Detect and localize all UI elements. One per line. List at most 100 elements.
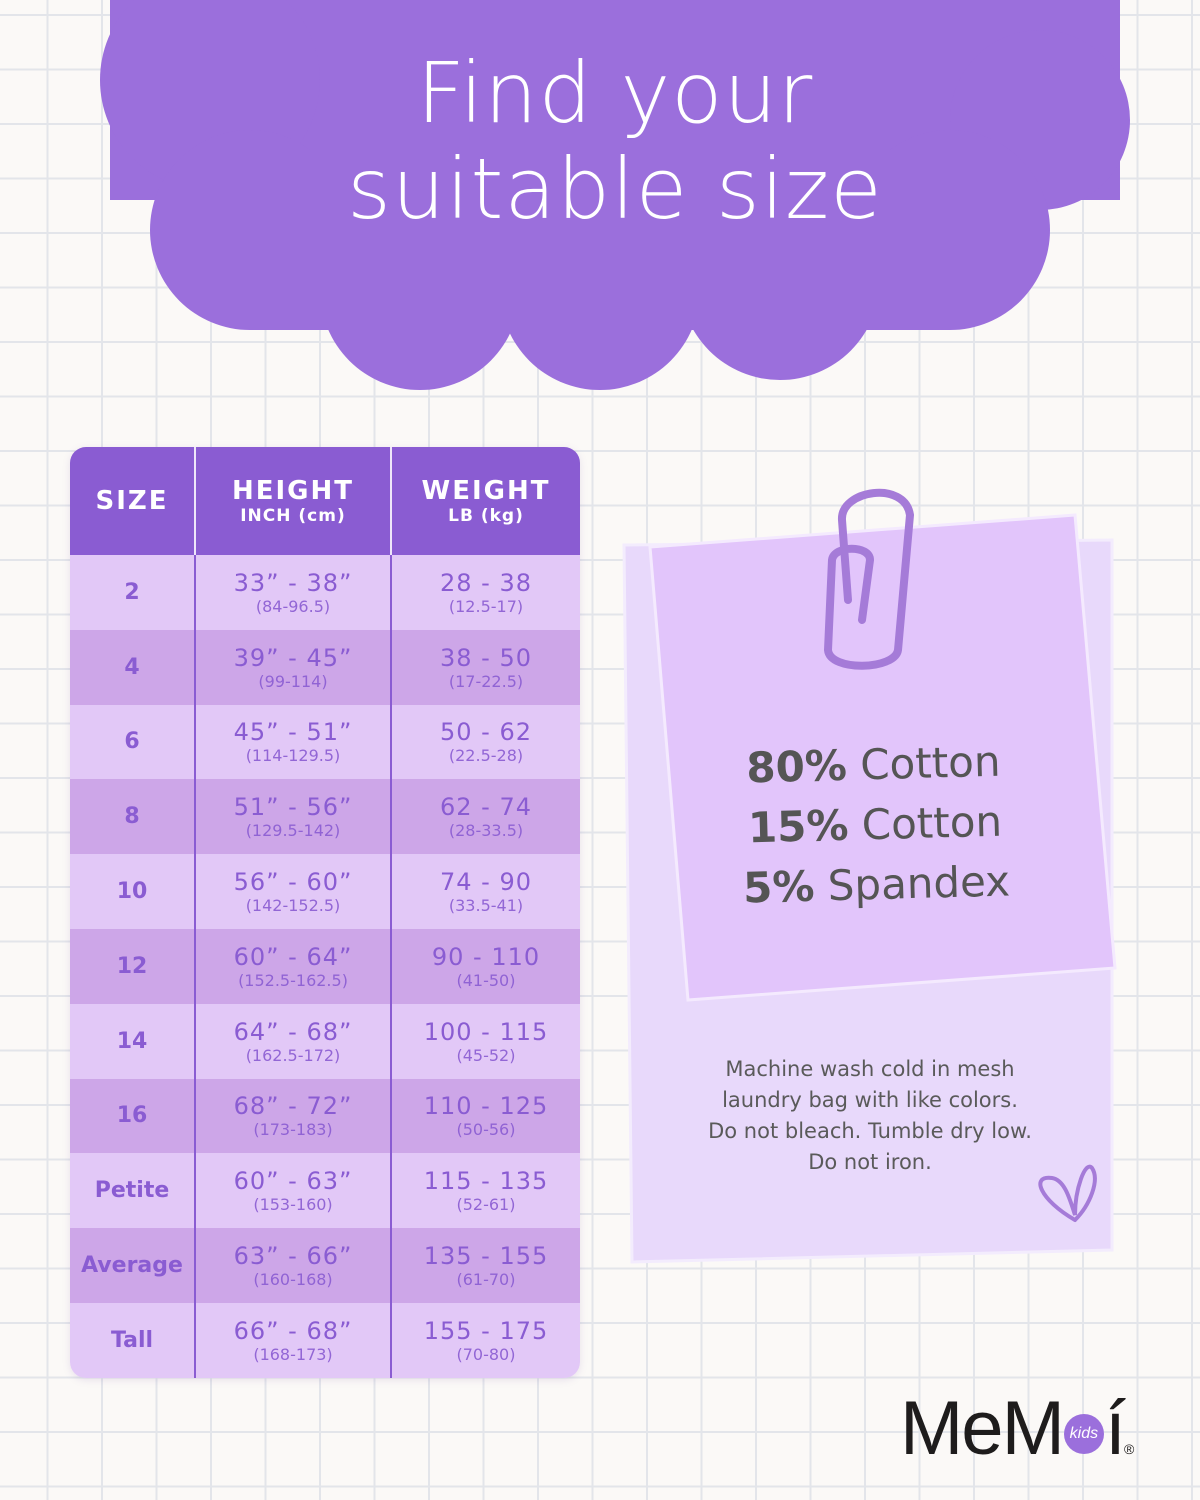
height-cm: (168-173) — [253, 1344, 333, 1364]
size-value: 2 — [124, 579, 140, 605]
header-size: SIZE — [70, 447, 196, 555]
table-row: 4 39” - 45” (99-114) 38 - 50 (17-22.5) — [70, 629, 580, 705]
weight-lb: 38 - 50 — [440, 643, 532, 672]
table-row: Petite 60” - 63” (153-160) 115 - 135 (52-6… — [70, 1153, 580, 1229]
size-value: 12 — [116, 953, 148, 979]
height-cm: (160-168) — [253, 1270, 333, 1290]
height-cell: 68” - 72” (173-183) — [196, 1078, 392, 1154]
height-inches: 51” - 56” — [233, 793, 353, 822]
weight-cell: 155 - 175 (70-80) — [392, 1303, 580, 1378]
heart-icon — [1038, 1164, 1097, 1222]
height-cm: (162.5-172) — [245, 1045, 341, 1065]
weight-lb: 50 - 62 — [440, 718, 532, 747]
weight-kg: (41-50) — [456, 970, 516, 990]
fabric-item: 5% Spandex — [681, 850, 1072, 920]
weight-lb: 74 - 90 — [440, 868, 532, 897]
fabric-note-card — [622, 488, 1117, 1264]
weight-kg: (33.5-41) — [448, 896, 524, 916]
height-inches: 66” - 68” — [233, 1316, 353, 1345]
header-unit: INCH (cm) — [240, 506, 346, 526]
weight-cell: 90 - 110 (41-50) — [392, 929, 580, 1004]
weight-kg: (70-80) — [456, 1344, 516, 1364]
height-cm: (129.5-142) — [245, 821, 341, 841]
height-inches: 60” - 63” — [233, 1167, 353, 1196]
logo-kids-badge: kids — [1063, 1413, 1104, 1454]
height-inches: 64” - 68” — [233, 1017, 353, 1046]
weight-cell: 115 - 135 (52-61) — [392, 1153, 580, 1228]
height-inches: 33” - 38” — [233, 568, 353, 597]
weight-cell: 135 - 155 (61-70) — [392, 1228, 580, 1303]
cloud-banner — [100, 0, 1130, 390]
size-value: 10 — [116, 879, 148, 905]
weight-cell: 74 - 90 (33.5-41) — [392, 854, 580, 929]
header-height: HEIGHT INCH (cm) — [196, 447, 392, 555]
height-cm: (114-129.5) — [245, 746, 341, 766]
table-row: 2 33” - 38” (84-96.5) 28 - 38 (12.5-17) — [70, 555, 580, 630]
fabric-percent: 5% — [742, 861, 816, 913]
weight-kg: (12.5-17) — [448, 596, 524, 616]
height-cell: 33” - 38” (84-96.5) — [196, 555, 392, 630]
size-value: Average — [81, 1253, 183, 1279]
table-row: 10 56” - 60” (142-152.5) 74 - 90 (33.5-41) — [70, 854, 580, 929]
logo-text: MeM — [900, 1386, 1065, 1471]
weight-kg: (61-70) — [456, 1270, 516, 1290]
height-inches: 56” - 60” — [233, 868, 353, 897]
table-row: 14 64” - 68” (162.5-172) 100 - 115 (45-52) — [70, 1003, 580, 1079]
table-row: Average 63” - 66” (160-168) 135 - 155 (61-… — [70, 1228, 580, 1303]
fabric-composition: 80% Cotton 15% Cotton 5% Spandex — [678, 730, 1073, 920]
weight-cell: 38 - 50 (17-22.5) — [392, 630, 580, 705]
weight-lb: 62 - 74 — [440, 793, 532, 822]
size-cell: 12 — [70, 928, 196, 1004]
height-cell: 63” - 66” (160-168) — [196, 1228, 392, 1303]
table-row: 16 68” - 72” (173-183) 110 - 125 (50-56) — [70, 1078, 580, 1154]
title-line-2: suitable size — [347, 140, 883, 238]
fabric-percent: 80% — [745, 740, 848, 793]
size-value: 6 — [124, 729, 140, 755]
title-line-1: Find your — [416, 44, 814, 142]
size-chart-table: SIZE HEIGHT INCH (cm) WEIGHT LB (kg) 2 33”… — [70, 447, 580, 1378]
weight-lb: 115 - 135 — [423, 1167, 549, 1196]
size-value: Tall — [110, 1327, 154, 1353]
size-cell: 10 — [70, 854, 196, 929]
height-cell: 60” - 64” (152.5-162.5) — [196, 928, 392, 1004]
care-line: laundry bag with like colors. — [722, 1088, 1018, 1112]
weight-kg: (50-56) — [456, 1120, 516, 1140]
size-cell: 6 — [70, 704, 196, 780]
weight-cell: 100 - 115 (45-52) — [392, 1004, 580, 1079]
weight-cell: 62 - 74 (28-33.5) — [392, 779, 580, 854]
size-cell: 2 — [70, 555, 196, 630]
weight-lb: 28 - 38 — [440, 568, 532, 597]
care-line: Do not iron. — [808, 1150, 932, 1174]
height-cm: (173-183) — [253, 1120, 333, 1140]
weight-kg: (45-52) — [456, 1045, 516, 1065]
brand-logo: MeM kidsí® — [900, 1385, 1134, 1472]
care-line: Do not bleach. Tumble dry low. — [708, 1119, 1032, 1143]
size-value: Petite — [94, 1178, 170, 1204]
height-cm: (142-152.5) — [245, 896, 341, 916]
header-label: HEIGHT — [231, 476, 355, 506]
weight-cell: 28 - 38 (12.5-17) — [392, 555, 580, 630]
size-value: 8 — [124, 804, 140, 830]
weight-lb: 155 - 175 — [423, 1316, 549, 1345]
height-cell: 66” - 68” (168-173) — [196, 1302, 392, 1378]
fabric-name: Cotton — [859, 736, 1002, 790]
weight-lb: 100 - 115 — [423, 1017, 549, 1046]
size-cell: Average — [70, 1228, 196, 1303]
size-value: 14 — [116, 1028, 148, 1054]
height-inches: 45” - 51” — [233, 718, 353, 747]
weight-kg: (28-33.5) — [448, 821, 524, 841]
height-cm: (152.5-162.5) — [238, 970, 348, 990]
registered-mark: ® — [1124, 1441, 1134, 1457]
size-cell: 8 — [70, 779, 196, 855]
weight-lb: 90 - 110 — [431, 942, 541, 971]
weight-kg: (17-22.5) — [448, 671, 524, 691]
fabric-name: Cotton — [861, 796, 1003, 850]
weight-kg: (52-61) — [456, 1195, 516, 1215]
size-cell: 4 — [70, 629, 196, 705]
weight-kg: (22.5-28) — [448, 746, 524, 766]
size-cell: Tall — [70, 1302, 196, 1378]
header-unit: LB (kg) — [448, 506, 524, 526]
height-inches: 68” - 72” — [233, 1092, 353, 1121]
table-row: 6 45” - 51” (114-129.5) 50 - 62 (22.5-28) — [70, 704, 580, 780]
header-label: WEIGHT — [421, 476, 551, 506]
